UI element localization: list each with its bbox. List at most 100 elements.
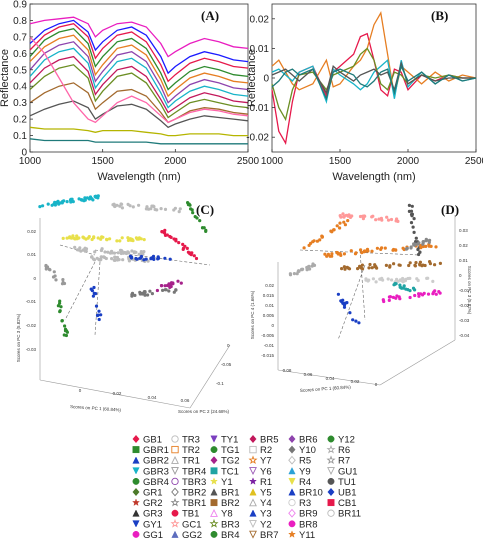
panel-d-point: [421, 263, 425, 267]
panel-d-point: [359, 266, 363, 270]
panel-d-point: [391, 248, 395, 252]
panel-c-point: [65, 200, 69, 204]
legend-label: TBR3: [182, 477, 206, 488]
panel-c-point: [137, 252, 141, 256]
legend-label: BR9: [299, 509, 317, 520]
panel-c-point: [149, 207, 153, 211]
panel-c-point: [97, 257, 101, 262]
panel-d-point: [288, 272, 292, 276]
panel-c-point: [167, 289, 171, 293]
legend-label: GG2: [182, 530, 202, 541]
legend-marker: [249, 520, 257, 529]
legend-marker: [327, 435, 335, 443]
panel-c-point: [100, 235, 104, 239]
legend-label: BR6: [299, 435, 317, 446]
panel-c-ticks: 0.02 0.01 0 -0.01 -0.02 -0.03 0 0.02 0.04 0.06 -0.…: [26, 229, 232, 403]
panel-d-point: [438, 291, 442, 295]
legend-label: Y8: [221, 509, 233, 520]
panel-d-point: [325, 254, 329, 258]
panel-d: 0.02 0.015 0.01 0.005 0 -0.005 -0.01 -0.015 0.08…: [250, 202, 472, 393]
panel-d-point: [409, 212, 414, 217]
panel-d-tick-label: -0.04: [459, 333, 470, 338]
panel-b-xlabel: Wavelength (nm): [332, 171, 415, 183]
panel-c-point: [84, 247, 89, 251]
panel-d-point: [348, 311, 352, 315]
panel-d-point: [406, 288, 410, 292]
panel-c-point: [58, 301, 62, 305]
panel-d-tick-label: 0.04: [326, 376, 335, 381]
legend-label: GC1: [182, 519, 202, 530]
panel-d-ticks: 0.02 0.015 0.01 0.005 0 -0.005 -0.01 -0.015 0.08…: [261, 228, 470, 387]
panel-d-point: [409, 221, 414, 225]
legend-marker: [327, 499, 335, 507]
panel-d-point: [424, 239, 428, 243]
panel-c-point: [163, 207, 168, 211]
panel-d-point: [338, 214, 342, 218]
legend-label: BR2: [221, 498, 239, 509]
panel-d-point: [412, 243, 416, 247]
panel-d-tick-label: -0.005: [261, 333, 274, 338]
panel-c-point: [84, 249, 88, 253]
panel-d-point: [362, 249, 366, 253]
panel-d-point: [411, 225, 415, 229]
legend-label: BR5: [260, 435, 278, 446]
legend-marker: [210, 435, 218, 443]
panel-c-tick-label: -0.05: [221, 362, 232, 367]
panel-d-point: [356, 267, 360, 271]
panel-d-point: [428, 238, 432, 242]
legend-marker: [132, 456, 140, 464]
legend-label: Y4: [260, 498, 272, 509]
panel-c-point: [117, 258, 121, 262]
legend-marker: [171, 435, 179, 443]
panel-c-point: [116, 251, 120, 255]
panel-d-point: [370, 266, 374, 270]
panel-c-point: [160, 230, 164, 234]
panel-a-x-tick-label: 2500: [237, 156, 260, 167]
panel-d-axis-line: [337, 264, 366, 341]
legend-label: BR3: [221, 519, 239, 530]
legend-label: GBR1: [143, 445, 169, 456]
legend-marker: [288, 488, 296, 496]
panel-d-tick-label: 0.005: [263, 313, 275, 318]
panel-d-point: [371, 277, 375, 281]
panel-c-point: [143, 290, 147, 294]
panel-c-point: [113, 204, 117, 209]
panel-a-series-line: [29, 19, 249, 75]
panel-c-point: [91, 198, 95, 202]
panel-d-point: [388, 265, 392, 269]
legend-label: GB1: [143, 435, 162, 446]
panel-d-point: [357, 321, 361, 325]
panel-b: 0.02 0.01 0 -0.01 -0.02 1000 1500 2000 2500 (B)…: [246, 3, 483, 183]
panel-c-point: [73, 237, 77, 241]
panel-c-axis-line: [189, 344, 231, 409]
panel-c-point: [182, 246, 186, 250]
panel-c-point: [63, 324, 67, 328]
panel-d-point: [409, 245, 413, 249]
legend-label: GBR2: [143, 456, 169, 467]
panel-d-point: [323, 252, 327, 256]
legend-label: TC1: [221, 466, 239, 477]
legend-marker: [210, 446, 218, 454]
panel-c-tick-label: 0.06: [181, 398, 190, 403]
panel-c-points: [38, 194, 208, 338]
panel-b-tag: (B): [431, 8, 448, 23]
panel-a-y-tick-label: 0.6: [13, 49, 27, 60]
panel-d-axis-line: [359, 249, 366, 321]
panel-c-point: [118, 248, 123, 252]
panel-d-point: [361, 217, 365, 221]
panel-c-point: [204, 229, 208, 233]
panel-c-point: [119, 202, 123, 206]
panel-d-point: [342, 215, 346, 219]
panel-d-tick-label: -0.01: [459, 288, 470, 293]
panel-c-point: [87, 235, 91, 239]
panel-c-axis-line: [94, 261, 101, 336]
panel-d-point: [411, 286, 416, 290]
legend-marker: [327, 509, 335, 517]
legend-marker: [327, 487, 335, 497]
panel-c-point: [186, 203, 190, 207]
panel-d-point: [358, 214, 363, 219]
panel-c-point: [60, 319, 64, 323]
legend-label: GG1: [143, 530, 163, 541]
panel-c-point: [150, 292, 154, 296]
panel-a-y-tick-label: 0.5: [13, 65, 27, 76]
